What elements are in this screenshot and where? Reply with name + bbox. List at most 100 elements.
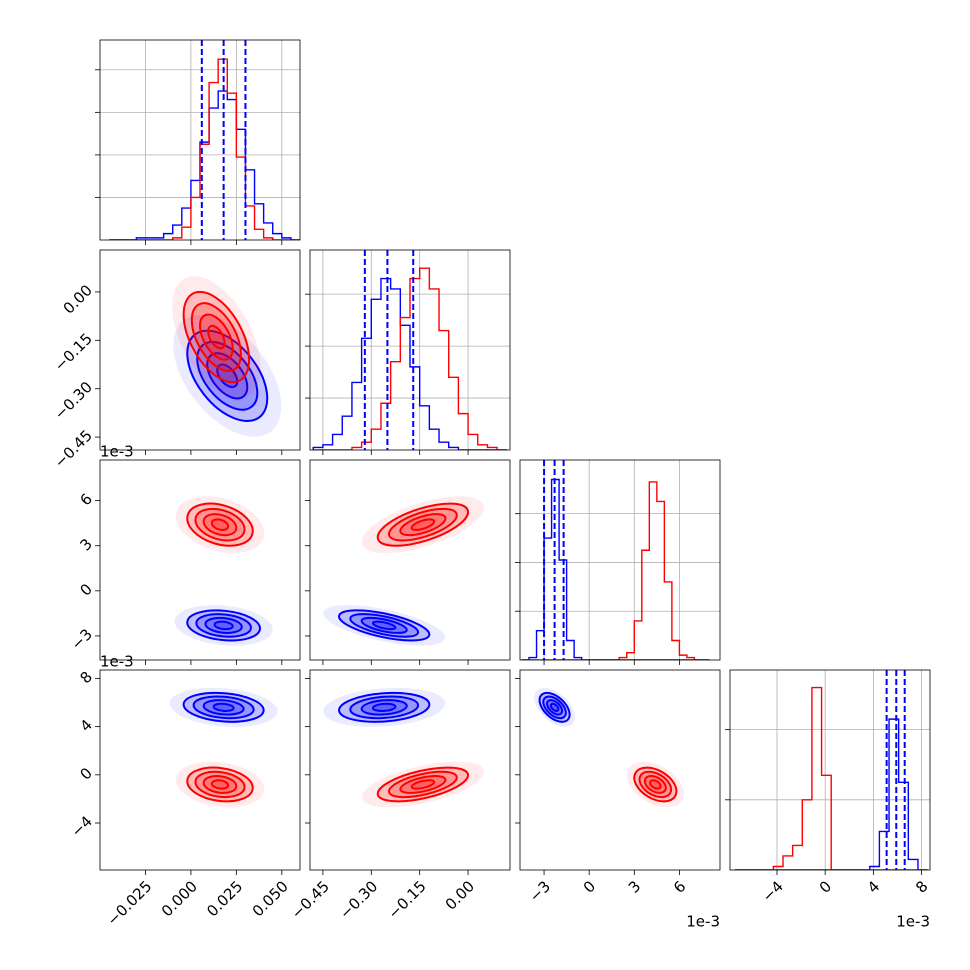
contour-line <box>207 324 226 350</box>
contour-fill <box>411 780 435 789</box>
contour-panel <box>169 687 278 808</box>
contour-line <box>182 691 265 723</box>
contour-line <box>186 502 254 547</box>
contour-group <box>173 314 282 437</box>
panel-frame <box>729 669 931 871</box>
contour-group <box>172 276 261 399</box>
contour-line <box>376 766 470 803</box>
contour-line <box>195 613 252 638</box>
panel-frame <box>519 669 721 871</box>
panel-frame <box>99 249 301 451</box>
contour-panel <box>323 496 484 646</box>
contour-group <box>323 687 446 727</box>
contour-fill <box>203 776 237 793</box>
contour-group <box>174 605 273 646</box>
contour-line <box>349 695 420 720</box>
contour-line <box>638 770 673 799</box>
contour-line <box>206 352 249 400</box>
contour-panel <box>172 276 282 437</box>
contour-line <box>546 699 564 716</box>
contour-line <box>388 507 458 542</box>
y-offset-label: 1e-3 <box>100 443 134 461</box>
contour-line <box>410 518 436 531</box>
contour-line <box>210 518 230 531</box>
sample-cloud <box>626 761 684 808</box>
contour-line <box>202 513 238 537</box>
histogram-panel <box>520 460 720 660</box>
contour-line <box>338 609 431 642</box>
contour-line <box>410 779 436 790</box>
contour-line <box>202 699 245 716</box>
contour-line <box>542 695 567 720</box>
contour-line <box>360 616 408 634</box>
contour-fill <box>377 767 469 802</box>
contour-fill <box>361 700 407 715</box>
sample-cloud <box>173 314 282 437</box>
panel-frame <box>309 459 511 661</box>
contour-line <box>399 513 447 537</box>
contour-line <box>202 775 238 794</box>
sample-cloud <box>323 687 446 727</box>
histogram-step <box>312 277 507 450</box>
contour-group <box>175 761 265 808</box>
contour-group <box>626 761 684 808</box>
contour-group <box>169 687 278 727</box>
contour-line <box>186 609 262 642</box>
contour-line <box>349 613 420 638</box>
contour-fill <box>205 617 242 633</box>
sample-cloud <box>175 761 265 808</box>
x-offset-label: 1e-3 <box>896 913 930 931</box>
contour-line <box>186 766 254 803</box>
contour-fill <box>389 771 457 798</box>
contour-fill <box>350 614 419 637</box>
contour-group <box>361 496 484 554</box>
contour-line <box>360 699 408 716</box>
contour-group <box>361 761 484 808</box>
panel-frame <box>99 459 301 661</box>
contour-line <box>376 502 470 547</box>
panel-frame <box>519 459 721 661</box>
contour-line <box>538 691 571 723</box>
contour-fill <box>339 610 430 641</box>
sample-cloud <box>175 496 265 554</box>
contour-fill <box>203 700 244 715</box>
histogram-step <box>521 478 710 660</box>
sample-cloud <box>172 276 261 399</box>
contour-line <box>194 507 246 542</box>
contour-fill <box>411 519 435 530</box>
histogram-step <box>109 90 300 240</box>
contour-fill <box>372 621 396 630</box>
panel-frame <box>99 39 301 241</box>
contour-group <box>323 605 446 646</box>
histogram-panel <box>310 250 510 450</box>
sample-cloud <box>174 605 273 646</box>
contour-line <box>371 620 397 631</box>
histogram-step <box>313 267 507 450</box>
contour-panel <box>323 687 484 808</box>
panel-frame <box>309 669 511 871</box>
contour-line <box>338 691 431 723</box>
contour-line <box>212 702 235 712</box>
contour-line <box>633 766 678 803</box>
contour-fill <box>389 508 457 541</box>
contour-fill <box>377 503 469 546</box>
x-offset-label: 1e-3 <box>686 913 720 931</box>
contour-fill <box>634 767 677 802</box>
contour-fill <box>203 514 237 536</box>
contour-line <box>190 302 242 372</box>
panel-frame <box>99 669 301 871</box>
contour-fill <box>400 514 446 536</box>
histogram-step <box>109 58 300 240</box>
contour-line <box>643 775 667 794</box>
contour-line <box>399 775 447 794</box>
contour-line <box>182 290 251 384</box>
contour-line <box>371 702 397 712</box>
contour-line <box>388 770 458 799</box>
contour-line <box>216 363 239 389</box>
sample-cloud <box>169 687 278 727</box>
contour-line <box>194 770 246 799</box>
contour-line <box>210 779 230 790</box>
contour-line <box>213 620 234 631</box>
